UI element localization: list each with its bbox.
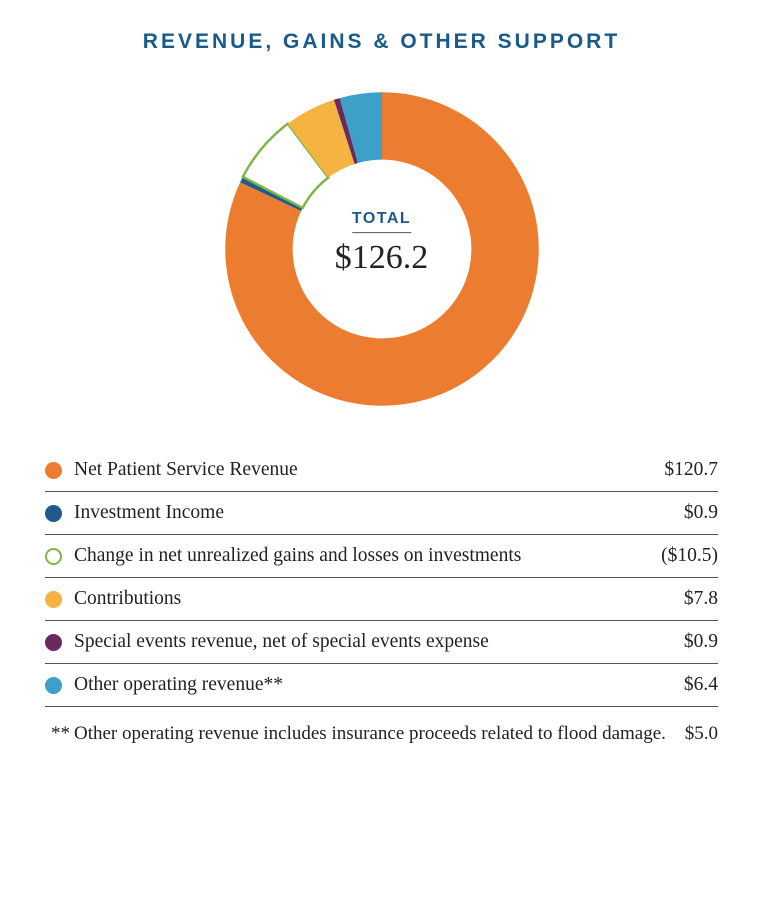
legend: Net Patient Service Revenue$120.7Investm… [45, 449, 718, 707]
legend-swatch [45, 462, 62, 479]
legend-label: Investment Income [74, 502, 684, 524]
legend-value: $6.4 [684, 674, 718, 696]
legend-row: Investment Income$0.9 [45, 492, 718, 535]
legend-label: Change in net unrealized gains and losse… [74, 545, 661, 567]
legend-swatch [45, 591, 62, 608]
footnote-mark: ** [51, 723, 70, 745]
footnote-text: Other operating revenue includes insuran… [74, 723, 685, 745]
legend-swatch [45, 677, 62, 694]
legend-label: Contributions [74, 588, 684, 610]
legend-value: $120.7 [664, 459, 718, 481]
legend-value: ($10.5) [661, 545, 718, 567]
legend-row: Net Patient Service Revenue$120.7 [45, 449, 718, 492]
legend-row: Special events revenue, net of special e… [45, 621, 718, 664]
chart-title: REVENUE, GAINS & OTHER SUPPORT [45, 30, 718, 54]
total-value: $126.2 [335, 239, 429, 277]
legend-swatch [45, 505, 62, 522]
footnote: ** Other operating revenue includes insu… [45, 707, 718, 745]
donut-center: TOTAL $126.2 [335, 210, 429, 277]
footnote-value: $5.0 [685, 723, 718, 745]
legend-label: Special events revenue, net of special e… [74, 631, 684, 653]
legend-row: Contributions$7.8 [45, 578, 718, 621]
legend-row: Change in net unrealized gains and losse… [45, 535, 718, 578]
legend-swatch [45, 548, 62, 565]
total-label: TOTAL [352, 210, 411, 233]
legend-value: $7.8 [684, 588, 718, 610]
legend-label: Net Patient Service Revenue [74, 459, 664, 481]
legend-label: Other operating revenue** [74, 674, 684, 696]
legend-value: $0.9 [684, 502, 718, 524]
donut-chart: TOTAL $126.2 [217, 84, 547, 414]
legend-swatch [45, 634, 62, 651]
legend-row: Other operating revenue**$6.4 [45, 664, 718, 707]
legend-value: $0.9 [684, 631, 718, 653]
